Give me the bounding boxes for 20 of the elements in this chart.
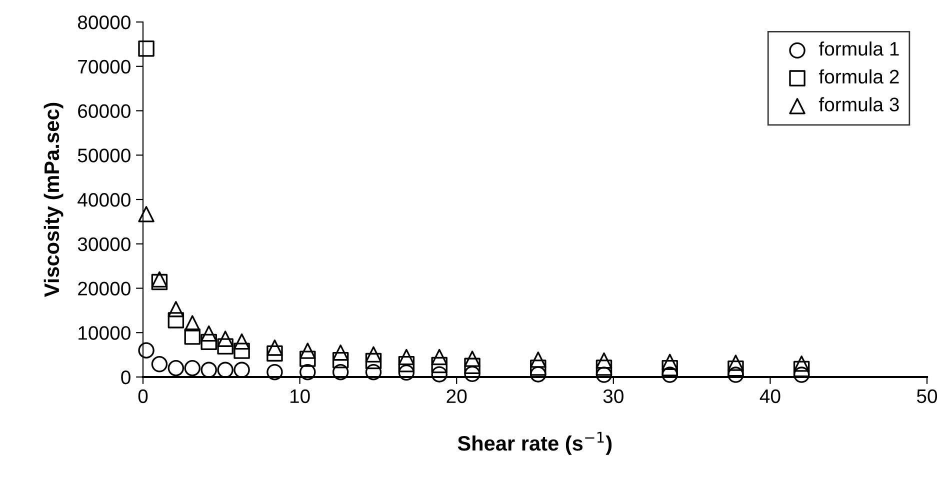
x-axis-title: Shear rate (s$^{−1}$): [458, 432, 612, 455]
y-tick-label: 10000: [78, 326, 130, 340]
x-tick-label: 20: [446, 389, 467, 404]
y-tick-label: 30000: [78, 237, 130, 252]
y-tick-label: 0: [121, 370, 130, 384]
legend-label: formula 1: [818, 41, 899, 56]
y-tick-label: 70000: [78, 60, 130, 74]
x-tick-label: 30: [603, 389, 624, 404]
x-tick-label: 10: [290, 389, 310, 404]
y-tick-label: 80000: [78, 15, 130, 30]
legend-label: formula 2: [818, 69, 899, 84]
x-tick-label: 40: [760, 389, 780, 404]
y-axis-title: Viscosity (mPa.sec): [44, 102, 64, 298]
y-tick-label: 40000: [78, 192, 130, 207]
y-tick-label: 50000: [78, 148, 130, 162]
y-tick-label: 60000: [78, 104, 130, 118]
y-tick-label: 20000: [78, 282, 130, 296]
legend-label: formula 3: [818, 97, 899, 112]
x-tick-label: 0: [138, 389, 148, 404]
x-tick-label: 50: [916, 389, 937, 404]
